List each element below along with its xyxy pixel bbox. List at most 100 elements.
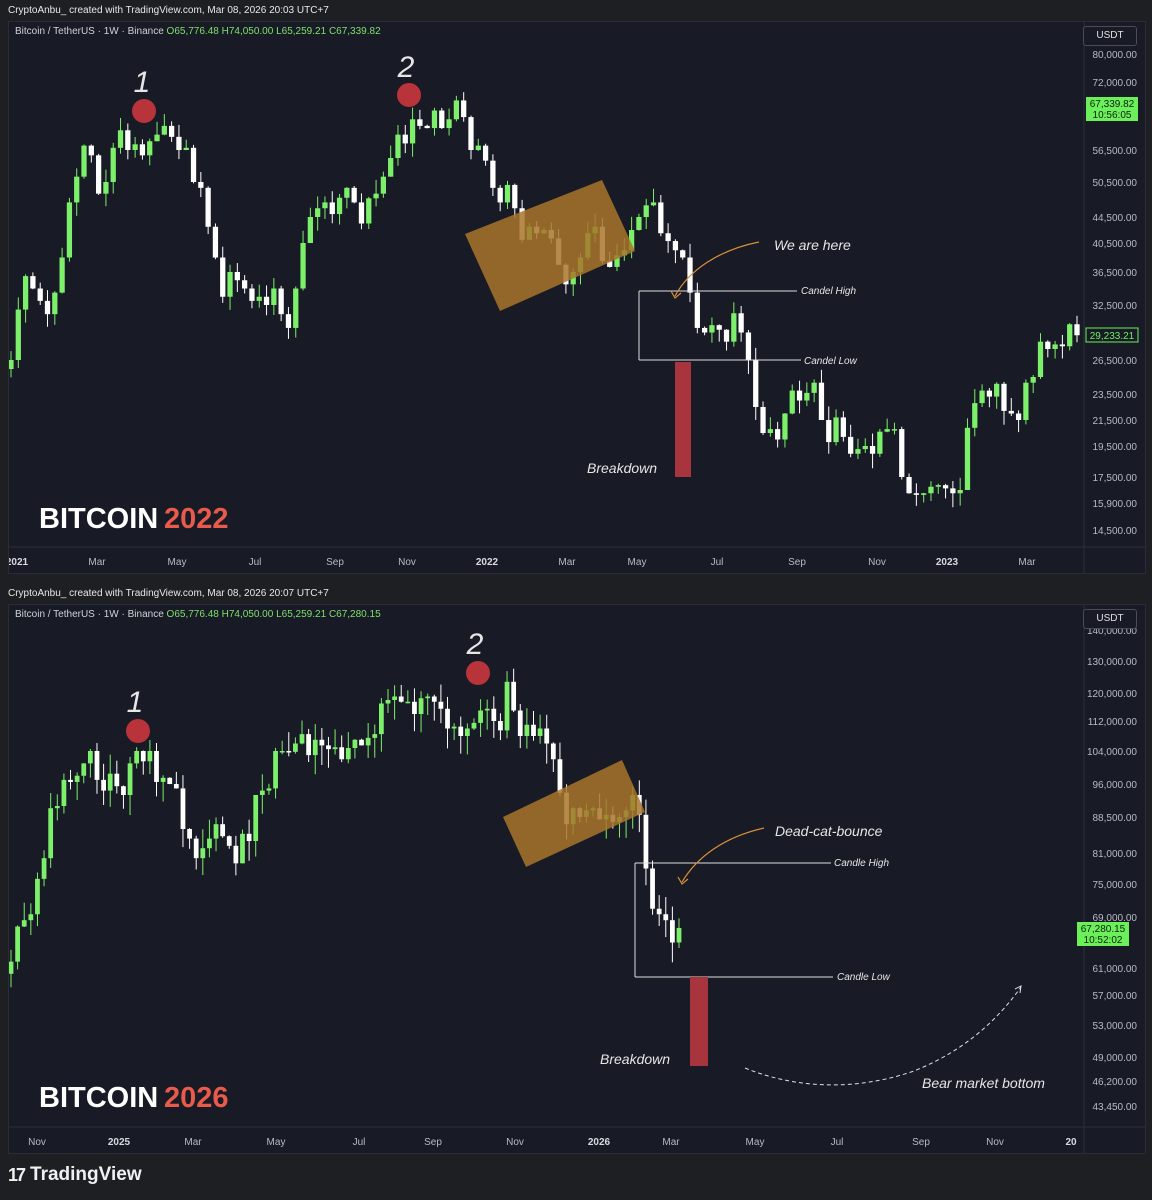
candle-body: [110, 147, 116, 182]
candle-body: [431, 110, 438, 129]
candle-body: [517, 710, 523, 736]
time-tick-label: Jul: [711, 557, 724, 568]
candle-body: [306, 734, 312, 756]
candle-body: [373, 193, 379, 199]
time-tick-label: Nov: [28, 1137, 46, 1148]
ohlc-open: O65,776.48: [166, 609, 219, 620]
candle-body: [438, 701, 444, 709]
candle-body: [663, 914, 669, 921]
candle-body: [848, 436, 854, 454]
candle-body: [183, 147, 189, 150]
price-tick-label: 81,000.00: [1093, 849, 1138, 860]
candle-body: [899, 429, 905, 477]
price-tick-label: 96,000.00: [1093, 780, 1138, 791]
currency-selector[interactable]: USDT: [1083, 609, 1137, 629]
candle-body: [385, 700, 391, 704]
candle-body: [775, 429, 781, 440]
candle-body: [173, 784, 179, 789]
candle-body: [557, 759, 563, 793]
candle-body: [950, 488, 956, 494]
candle-body: [299, 734, 305, 744]
candle-body: [804, 392, 810, 401]
candle-body: [1052, 344, 1058, 349]
price-tick-label: 130,000.00: [1087, 657, 1137, 668]
candle-body: [446, 119, 452, 129]
chart-title-word: BITCOIN: [39, 503, 158, 535]
candle-body: [114, 773, 120, 787]
tradingview-wordmark: TradingView: [30, 1164, 142, 1185]
candle-body: [94, 751, 100, 780]
candle-body: [709, 325, 715, 333]
time-tick-label: Nov: [398, 557, 416, 568]
candle-body: [336, 197, 343, 215]
candle-body: [21, 920, 27, 927]
candle-body: [398, 696, 404, 702]
price-tick-label: 140,000.00: [1087, 626, 1137, 637]
candle-body: [464, 728, 470, 736]
time-tick-label: Mar: [1018, 557, 1036, 568]
candle-body: [352, 739, 358, 748]
candle-body: [234, 272, 240, 281]
candle-body: [658, 202, 664, 234]
candle-body: [332, 747, 338, 750]
candle-body: [614, 255, 620, 267]
symbol-info: Bitcoin / TetherUS · 1W · Binance O65,77…: [15, 26, 381, 37]
price-tick-label: 26,500.00: [1093, 356, 1138, 367]
candle-body: [312, 739, 318, 756]
candle-body: [193, 838, 199, 859]
candle-body: [972, 403, 978, 428]
price-tick-label: 72,000.00: [1093, 78, 1138, 89]
candle-body: [767, 429, 773, 433]
chart-canvas-2022[interactable]: 80,000.00 72,000.00 56,500.00 50,500.00 44,5…: [9, 22, 1146, 574]
ohlc-low: L65,259.21: [276, 609, 327, 620]
chart-panel-2026[interactable]: 140,000.00 130,000.00 120,000.00 112,000.00…: [8, 604, 1146, 1154]
candle-body: [249, 288, 255, 301]
pointer-label: Dead-cat-bounce: [775, 823, 883, 839]
candle-body: [44, 300, 51, 315]
price-tick-label: 17,500.00: [1093, 473, 1138, 484]
price-tick-label: 36,500.00: [1093, 268, 1138, 279]
candle-body: [1023, 382, 1029, 420]
last-price-value: 29,233.21: [1090, 331, 1135, 342]
candle-body: [628, 230, 635, 251]
pointer-arrowhead: [677, 876, 689, 885]
candle-body: [293, 288, 299, 328]
candle-body: [190, 147, 197, 182]
candle-body: [491, 708, 497, 721]
time-tick-label: Nov: [986, 1137, 1004, 1148]
price-tick-label: 120,000.00: [1087, 689, 1137, 700]
candle-body: [81, 763, 87, 776]
candle-body: [233, 845, 239, 864]
last-price-tag: [1085, 327, 1139, 343]
tradingview-logo[interactable]: 17 TradingView: [8, 1164, 142, 1186]
chart-panel-2022[interactable]: 80,000.00 72,000.00 56,500.00 50,500.00 44,5…: [8, 21, 1146, 574]
time-tick-label: Jul: [249, 557, 262, 568]
chart-canvas-2026[interactable]: 140,000.00 130,000.00 120,000.00 112,000.00…: [9, 605, 1146, 1154]
candle-body: [409, 119, 416, 144]
price-tick-label: 44,500.00: [1093, 213, 1138, 224]
candle-body: [405, 701, 411, 704]
candle-body: [425, 696, 431, 699]
candle-body: [1074, 324, 1080, 336]
candle-body: [811, 382, 817, 393]
candle-body: [147, 751, 153, 762]
price-tick-label: 80,000.00: [1093, 50, 1138, 61]
candle-high-label: Candel High: [801, 286, 856, 297]
candle-body: [220, 824, 226, 837]
candle-body: [782, 413, 788, 440]
candle-body: [986, 390, 993, 397]
candle-body: [935, 485, 941, 487]
price-tag-countdown: 10:52:02: [1084, 935, 1123, 946]
candle-body: [1001, 383, 1007, 411]
price-tick-label: 23,500.00: [1093, 390, 1138, 401]
bottom-label: Bear market bottom: [922, 1075, 1045, 1091]
candle-body: [273, 751, 278, 789]
currency-selector[interactable]: USDT: [1083, 26, 1137, 46]
top-label-1: 1: [127, 686, 144, 719]
candle-body: [207, 838, 212, 849]
time-tick-label: Sep: [788, 557, 806, 568]
candle-body: [957, 490, 963, 494]
bottom-projection-path: [744, 986, 1022, 1086]
chart-title-year: 2026: [164, 1082, 229, 1114]
candle-body: [54, 806, 60, 809]
